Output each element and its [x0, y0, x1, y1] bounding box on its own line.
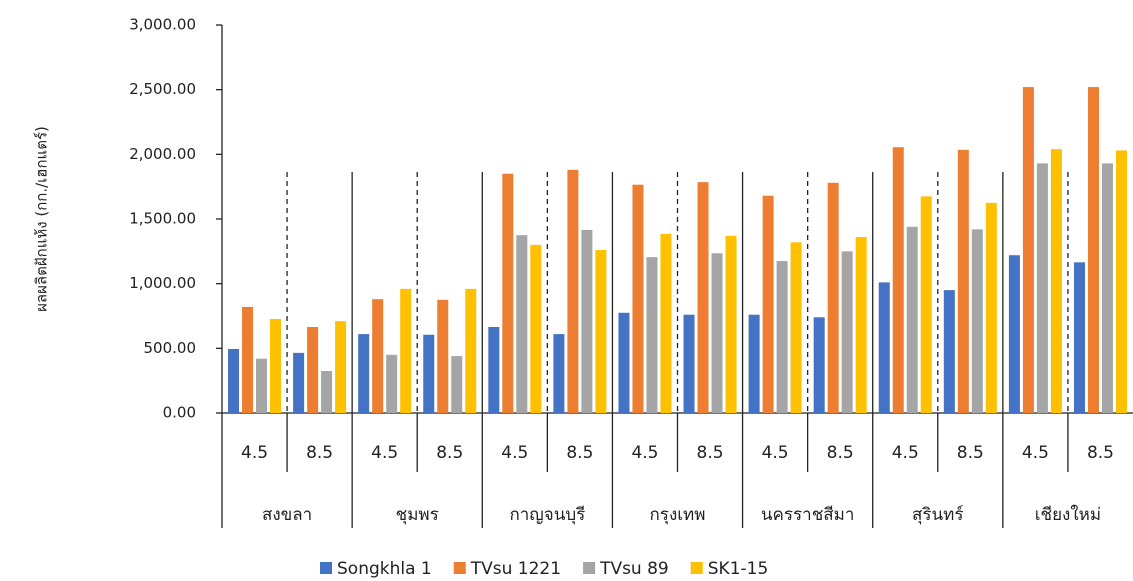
bar [971, 229, 983, 413]
x-tick-label: 4.5 [371, 443, 398, 463]
bar [985, 202, 997, 413]
bar [892, 147, 904, 413]
x-tick-label: 8.5 [1087, 443, 1114, 463]
x-tick-label: 8.5 [697, 443, 724, 463]
x-tick-label: 4.5 [241, 443, 268, 463]
bar [725, 235, 737, 413]
bar [827, 182, 839, 413]
bar [878, 282, 890, 413]
bar [451, 356, 463, 413]
bar [711, 253, 723, 413]
group-label: ชุมพร [396, 505, 439, 525]
bar [776, 261, 788, 413]
bar [581, 229, 593, 413]
bar [488, 326, 500, 413]
group-label: กรุงเทพ [650, 505, 706, 525]
bar [386, 354, 398, 413]
bar [502, 173, 514, 413]
bar [920, 196, 932, 413]
bar [293, 352, 305, 413]
bar [321, 370, 333, 413]
bar [762, 195, 774, 413]
bar [1087, 87, 1099, 413]
bar [1050, 149, 1062, 413]
x-tick-label: 8.5 [957, 443, 984, 463]
bar [307, 326, 319, 413]
bar [228, 348, 240, 413]
bar [242, 306, 254, 413]
bar [567, 169, 579, 413]
bar [437, 299, 449, 413]
x-tick-label: 4.5 [892, 443, 919, 463]
legend-swatch [690, 562, 703, 574]
bar [646, 257, 658, 413]
bar [1101, 163, 1113, 413]
x-tick-label: 8.5 [827, 443, 854, 463]
bar [516, 235, 528, 413]
bar [1036, 163, 1048, 413]
legend-label: SK1-15 [708, 559, 769, 579]
x-tick-label: 4.5 [762, 443, 789, 463]
bar [632, 184, 644, 413]
bar [813, 317, 825, 413]
bar [1022, 87, 1034, 413]
group-label: สงขลา [262, 505, 312, 525]
bar [790, 242, 802, 413]
legend-swatch [453, 562, 466, 574]
legend-label: TVsu 1221 [470, 559, 561, 579]
bar [530, 244, 542, 413]
bar [335, 321, 347, 413]
bar [855, 237, 867, 413]
x-tick-label: 4.5 [1022, 443, 1049, 463]
y-tick-label: 0.00 [163, 404, 196, 422]
bar [906, 226, 918, 413]
y-tick-label: 2,500.00 [129, 80, 196, 98]
bar [1073, 262, 1085, 413]
bar [423, 334, 435, 413]
legend-swatch [320, 562, 332, 574]
x-tick-label: 8.5 [566, 443, 593, 463]
x-tick-label: 4.5 [631, 443, 658, 463]
bar [841, 251, 853, 413]
y-tick-label: 1,000.00 [129, 274, 196, 292]
bar [697, 182, 709, 413]
bar [553, 334, 565, 413]
y-tick-label: 500.00 [144, 339, 197, 357]
bar [683, 314, 695, 413]
x-tick-label: 8.5 [306, 443, 333, 463]
bar [660, 233, 672, 413]
bar [358, 334, 370, 413]
bar [618, 312, 630, 413]
bar [748, 314, 760, 413]
y-tick-label: 1,500.00 [129, 210, 196, 228]
bar [270, 318, 282, 413]
bar [943, 290, 955, 413]
legend-swatch [583, 562, 596, 574]
legend-label: TVsu 89 [599, 559, 669, 579]
group-label: กาญจนบุรี [509, 505, 585, 525]
group-label: เชียงใหม่ [1035, 504, 1101, 525]
group-label: นครราชสีมา [761, 505, 854, 525]
bar [595, 250, 607, 413]
bar [256, 358, 268, 413]
y-tick-label: 2,000.00 [129, 145, 196, 163]
group-label: สุรินทร์ [912, 505, 963, 525]
x-tick-label: 4.5 [501, 443, 528, 463]
x-tick-label: 8.5 [436, 443, 463, 463]
y-axis-title: ผลผลิตฝักแห้ง (กก./เฮกแตร์) [33, 126, 51, 312]
bar [400, 288, 412, 413]
bar [957, 149, 969, 413]
bar [465, 288, 477, 413]
bar [372, 299, 384, 413]
bar [1008, 255, 1020, 413]
y-tick-label: 3,000.00 [129, 16, 196, 34]
legend-label: Songkhla 1 [337, 559, 432, 579]
bar [1115, 150, 1127, 413]
